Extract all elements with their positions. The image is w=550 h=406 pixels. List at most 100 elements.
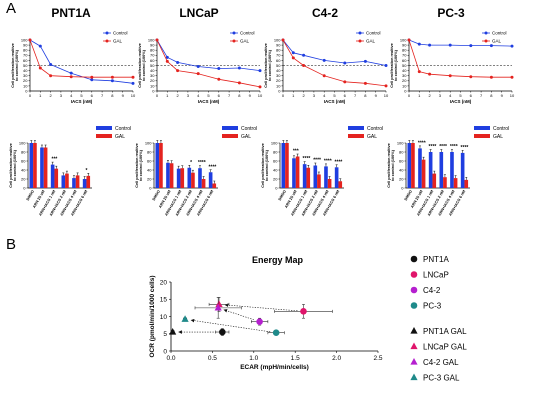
scatter-title: Energy Map xyxy=(252,255,304,265)
point-control xyxy=(489,44,493,48)
bar-gal xyxy=(464,179,469,188)
point-control xyxy=(165,55,169,59)
point-gal xyxy=(384,84,388,88)
x-tick-label: 7 xyxy=(101,93,104,98)
y-axis-label-line1: Cell proliferation realtive xyxy=(264,43,268,88)
legend-marker xyxy=(410,271,418,278)
significance-label: *** xyxy=(52,157,58,163)
scatter-point-pc-3-gal xyxy=(181,315,189,322)
point-gal xyxy=(237,81,241,85)
panel-title-pnt1a: PNT1A xyxy=(51,6,91,20)
y-tick-label: 0 xyxy=(275,185,278,190)
y-tick-label: 80 xyxy=(150,48,155,53)
legend-label: GAL xyxy=(115,134,125,140)
point-gal xyxy=(469,75,473,79)
x-tick-label: 2 xyxy=(302,93,305,98)
bar-control xyxy=(324,166,328,188)
bar-gal xyxy=(201,179,206,188)
shift-arrow xyxy=(224,303,298,312)
legend-swatch xyxy=(222,126,238,130)
panel-title-pc-3: PC-3 xyxy=(437,6,465,20)
significance-label: **** xyxy=(439,144,447,150)
legend-marker xyxy=(358,39,362,43)
legend-label: PC-3 GAL xyxy=(423,374,460,383)
x-tick-label: 1.5 xyxy=(291,355,300,362)
curve-gal xyxy=(156,39,261,88)
bar-control xyxy=(72,178,76,188)
y-tick-label: 10 xyxy=(160,314,168,321)
y-axis-label-line1: Cell proliferation realtive xyxy=(387,143,391,188)
x-tick-label: 4 xyxy=(197,93,200,98)
bar-gal xyxy=(54,168,59,188)
y-tick-label: 30 xyxy=(276,73,281,78)
legend-label: PNT1A xyxy=(423,255,449,264)
point-gal xyxy=(165,59,169,63)
y-tick-label: 20 xyxy=(273,176,278,181)
legend-label: PC-3 xyxy=(423,302,442,311)
bar-control xyxy=(407,143,412,188)
bar-gal xyxy=(86,175,91,188)
y-tick-label: 50 xyxy=(23,63,28,68)
y-axis-label-line2: to control (100%) xyxy=(394,49,398,81)
y-tick-label: 70 xyxy=(402,53,407,58)
x-tick-label: 3 xyxy=(313,93,316,98)
legend-marker xyxy=(232,31,236,35)
x-tick-label: 8 xyxy=(490,93,493,98)
bar-gal xyxy=(285,143,289,188)
y-tick-label: 20 xyxy=(402,78,407,83)
legend-label: GAL xyxy=(492,39,502,44)
x-tick-label: 6 xyxy=(470,93,473,98)
y-tick-label: 0 xyxy=(163,348,167,355)
bar-control xyxy=(187,167,192,188)
y-axis-label-line1: Cell proliferation realtive xyxy=(11,43,15,88)
significance-label: **** xyxy=(461,145,469,151)
x-axis-label: IACS (nM) xyxy=(71,99,93,104)
x-tick-label: 0 xyxy=(29,93,32,98)
x-tick-label: 1 xyxy=(39,93,42,98)
point-gal xyxy=(363,81,367,85)
y-axis-label-line2: to control (100%) xyxy=(265,149,269,181)
point-gal xyxy=(155,38,159,42)
scatter-point-pc-3 xyxy=(272,329,280,337)
bar-control xyxy=(302,164,307,188)
x-tick-label: 2 xyxy=(428,93,431,98)
point-control xyxy=(38,44,42,48)
y-tick-label: 80 xyxy=(276,48,281,53)
point-control xyxy=(510,44,514,48)
point-gal xyxy=(38,66,42,70)
bar-control xyxy=(334,167,339,188)
x-tick-label: 3 xyxy=(60,93,63,98)
point-control xyxy=(217,67,221,71)
point-gal xyxy=(69,75,73,79)
y-axis-label-line1: Cell proliferation realtive xyxy=(390,43,394,88)
bar-gal xyxy=(306,167,311,188)
bar-gal xyxy=(327,179,332,188)
panel-title-lncap: LNCaP xyxy=(179,6,219,20)
bar-control xyxy=(450,152,454,188)
y-tick-label: 20 xyxy=(150,78,155,83)
point-gal xyxy=(281,38,285,42)
x-tick-label: 1.0 xyxy=(249,355,258,362)
legend-label: Control xyxy=(493,126,509,132)
point-gal xyxy=(110,75,114,79)
point-gal xyxy=(407,38,411,42)
y-tick-label: 20 xyxy=(160,279,168,286)
point-control xyxy=(363,59,367,63)
point-control xyxy=(49,62,53,66)
legend-marker xyxy=(358,31,362,35)
y-tick-label: 40 xyxy=(276,68,281,73)
x-tick-label: 2 xyxy=(49,93,52,98)
bar-gal xyxy=(43,147,48,188)
significance-label: **** xyxy=(303,156,311,162)
bar-gal xyxy=(159,143,163,188)
y-tick-label: 60 xyxy=(402,58,407,63)
significance-label: **** xyxy=(313,158,321,164)
x-tick-label: 9 xyxy=(501,93,504,98)
legend-marker xyxy=(410,255,418,263)
point-gal xyxy=(176,69,180,73)
y-tick-label: 40 xyxy=(399,167,404,172)
significance-label: **** xyxy=(335,159,343,165)
point-control xyxy=(384,64,388,67)
curve-gal xyxy=(29,39,133,78)
x-tick-label: 7 xyxy=(354,93,357,98)
